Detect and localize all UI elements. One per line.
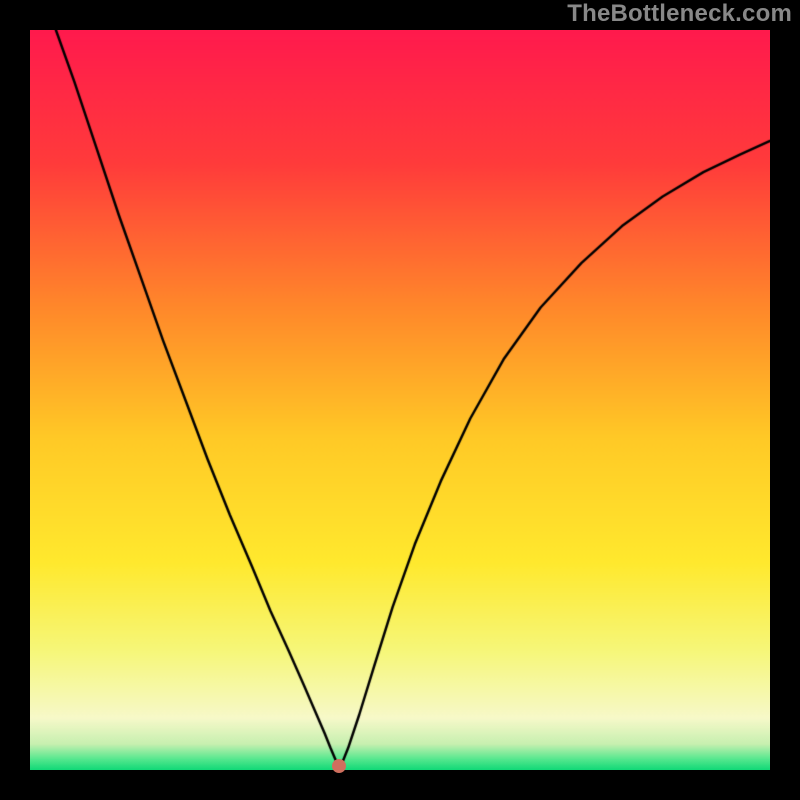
minimum-marker — [332, 759, 346, 773]
plot-area — [30, 30, 770, 770]
watermark-text: TheBottleneck.com — [567, 0, 792, 28]
chart-frame: TheBottleneck.com — [0, 0, 800, 800]
chart-canvas — [30, 30, 770, 770]
